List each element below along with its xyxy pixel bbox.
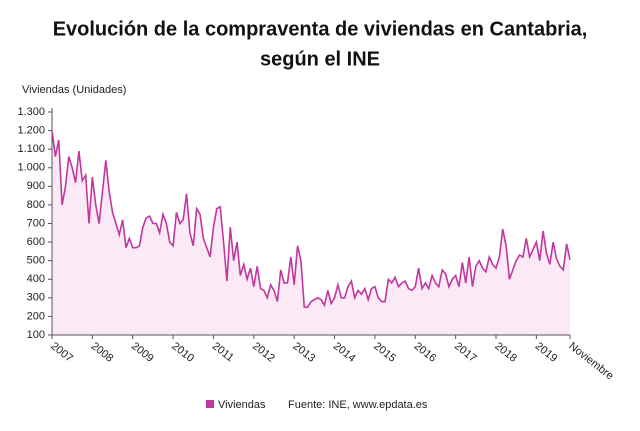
- y-tick-label: 1.000: [17, 162, 45, 174]
- y-tick-label: 800: [27, 199, 45, 211]
- y-tick-label: 300: [27, 292, 45, 304]
- x-tick-label: 2009: [129, 340, 156, 365]
- x-tick-label: 2007: [48, 340, 75, 365]
- y-tick-label: 600: [27, 236, 45, 248]
- chart-title: Evolución de la compraventa de viviendas…: [53, 18, 588, 40]
- x-tick-label: 2013: [291, 340, 318, 365]
- y-tick-label: 700: [27, 217, 45, 229]
- legend-label: Viviendas: [218, 399, 266, 411]
- y-tick-label: 1.200: [17, 124, 45, 136]
- x-tick-label: Noviembre: [566, 340, 615, 382]
- y-tick-label: 900: [27, 180, 45, 192]
- legend-swatch: [206, 400, 214, 408]
- y-tick-label: 400: [27, 273, 45, 285]
- y-tick-label: 200: [27, 310, 45, 322]
- x-tick-label: 2008: [89, 340, 116, 365]
- x-tick-label: 2018: [492, 340, 519, 365]
- line: [51, 130, 571, 308]
- x-tick-label: 2016: [412, 340, 439, 365]
- x-tick-label: 2017: [452, 340, 479, 365]
- x-tick-label: 2010: [169, 340, 196, 365]
- y-tick-label: 1.100: [17, 143, 45, 155]
- chart-title: según el INE: [260, 48, 380, 70]
- y-tick-label: 1.300: [17, 106, 45, 118]
- x-tick-label: 2011: [210, 340, 236, 364]
- x-tick-label: 2019: [533, 340, 560, 365]
- x-tick-label: 2015: [371, 340, 398, 365]
- y-tick-label: 100: [27, 329, 45, 341]
- x-tick-label: 2014: [331, 340, 358, 365]
- y-tick-label: 500: [27, 255, 45, 267]
- area: [52, 130, 570, 335]
- source: Fuente: INE, www.epdata.es: [288, 399, 428, 411]
- y-axis-label: Viviendas (Unidades): [22, 84, 126, 96]
- x-tick-label: 2012: [250, 340, 277, 365]
